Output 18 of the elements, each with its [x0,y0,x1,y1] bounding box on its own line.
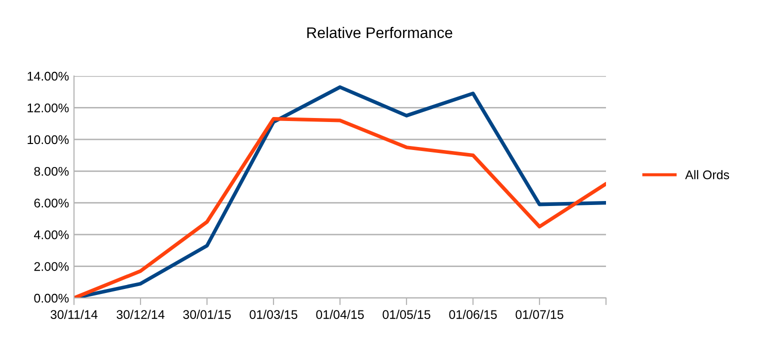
x-tick-label: 01/06/15 [449,310,497,319]
x-tick-label: 01/04/15 [316,310,364,319]
y-tick-label: 10.00% [28,135,69,144]
legend-label: All Ords [685,170,730,180]
x-tick-label: 01/07/15 [516,310,564,319]
y-tick-label: 0.00% [34,294,69,303]
y-tick-label: 14.00% [28,72,69,81]
y-tick-label: 6.00% [34,198,69,208]
chart-title: Relative Performance [307,26,452,38]
x-tick-label: 01/03/15 [250,310,298,319]
x-tick-label: 01/05/15 [382,310,430,319]
x-tick-label: 30/11/14 [50,310,98,319]
y-tick-label: 4.00% [34,230,69,240]
x-tick-label: 30/01/15 [183,310,231,319]
y-tick-label: 8.00% [34,166,69,176]
y-tick-label: 12.00% [28,104,69,112]
y-tick-label: 2.00% [34,262,69,271]
x-tick-label: 30/12/14 [116,310,164,319]
